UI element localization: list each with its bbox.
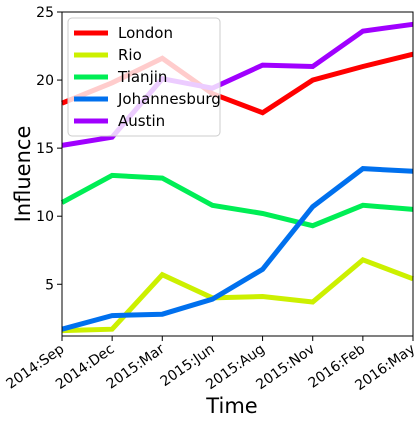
y-tick-label: 20 — [36, 73, 54, 89]
plot-frame — [61, 11, 414, 337]
legend-label: Tianjin — [117, 68, 167, 86]
legend-label: Rio — [118, 46, 142, 64]
y-axis: 5 10 15 20 25 — [36, 5, 62, 293]
y-tick-label: 25 — [36, 5, 54, 21]
legend: London Rio Tianjin Johannesburg Austin — [67, 17, 221, 137]
legend-label: Austin — [118, 112, 165, 130]
y-tick-label: 5 — [45, 277, 54, 293]
legend-box — [67, 17, 221, 137]
series-line-johannesburg — [61, 166, 414, 332]
series-line-tianjin — [60, 172, 414, 229]
x-axis-title: Time — [205, 394, 257, 418]
y-tick-label: 15 — [36, 141, 54, 157]
x-axis: 2014:Sep2014:Dec2015:Mar2015:Jun2015:Aug… — [3, 336, 415, 394]
series-line-rio — [61, 256, 414, 334]
legend-label: Johannesburg — [117, 90, 221, 108]
legend-label: London — [118, 24, 173, 42]
y-tick-label: 10 — [36, 209, 54, 225]
y-axis-title: Influence — [11, 126, 35, 223]
